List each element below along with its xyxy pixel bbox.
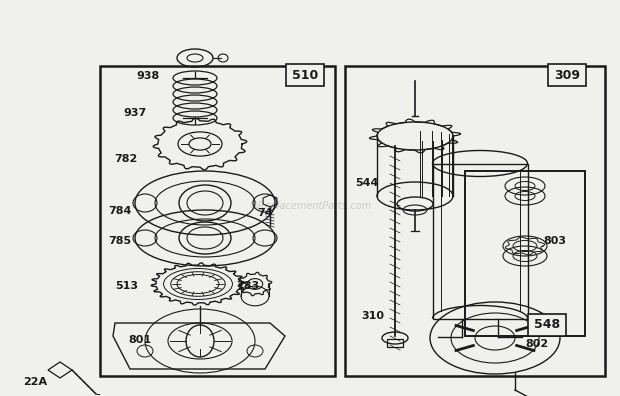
Text: ©ReplacementParts.com: ©ReplacementParts.com (249, 201, 371, 211)
Text: 937: 937 (123, 108, 146, 118)
Text: 74: 74 (257, 208, 273, 218)
Text: 510: 510 (292, 69, 318, 82)
Bar (100, 66, 335, 376)
Text: 785: 785 (108, 236, 131, 246)
Text: 938: 938 (136, 71, 159, 81)
Bar (528, 314, 566, 336)
Text: 513: 513 (115, 281, 138, 291)
Text: 309: 309 (554, 69, 580, 82)
Bar (286, 64, 324, 86)
Bar (433, 164, 528, 318)
Text: 784: 784 (108, 206, 131, 216)
Bar (345, 66, 605, 376)
Text: 310: 310 (361, 311, 384, 321)
Bar (387, 339, 403, 347)
Bar (548, 64, 586, 86)
Text: 801: 801 (128, 335, 151, 345)
Text: 782: 782 (114, 154, 138, 164)
Bar (465, 171, 585, 336)
Text: 783: 783 (236, 281, 260, 291)
Text: 802: 802 (525, 339, 549, 349)
Text: 548: 548 (534, 318, 560, 331)
Text: 22A: 22A (23, 377, 47, 387)
Text: 803: 803 (544, 236, 567, 246)
Text: 544: 544 (355, 178, 379, 188)
